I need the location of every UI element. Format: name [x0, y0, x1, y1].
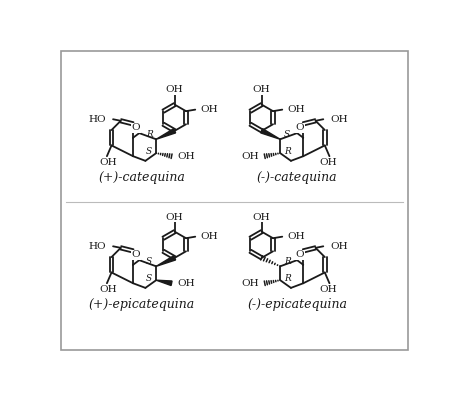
Polygon shape: [156, 280, 172, 285]
Text: O: O: [296, 123, 305, 132]
Text: OH: OH: [288, 105, 305, 114]
Text: OH: OH: [319, 158, 337, 167]
Text: OH: OH: [242, 152, 259, 161]
Text: S: S: [146, 274, 153, 283]
Text: R: R: [284, 274, 290, 283]
Text: OH: OH: [166, 85, 184, 94]
Text: OH: OH: [288, 232, 305, 241]
Text: OH: OH: [166, 212, 184, 222]
Text: O: O: [132, 123, 141, 132]
Text: R: R: [284, 147, 290, 156]
Text: OH: OH: [177, 152, 195, 161]
Text: OH: OH: [319, 285, 337, 294]
Text: OH: OH: [177, 279, 195, 288]
Text: HO: HO: [88, 115, 106, 124]
Polygon shape: [156, 129, 175, 139]
Text: S: S: [146, 147, 153, 156]
Text: O: O: [132, 250, 141, 259]
Text: (+)-epicatequina: (+)-epicatequina: [88, 298, 195, 311]
Polygon shape: [261, 129, 280, 139]
Text: (+)-catequina: (+)-catequina: [98, 171, 185, 184]
Polygon shape: [156, 256, 175, 266]
Text: OH: OH: [100, 285, 117, 294]
Text: OH: OH: [100, 158, 117, 167]
Text: OH: OH: [253, 85, 271, 94]
Text: OH: OH: [242, 279, 259, 288]
Text: R: R: [146, 130, 153, 139]
Text: R: R: [284, 257, 290, 266]
Text: (-)-catequina: (-)-catequina: [257, 171, 338, 184]
Text: OH: OH: [201, 232, 218, 241]
Text: O: O: [296, 250, 305, 259]
Text: (-)-epicatequina: (-)-epicatequina: [247, 298, 347, 311]
Text: OH: OH: [201, 105, 218, 114]
Text: OH: OH: [253, 212, 271, 222]
Text: OH: OH: [330, 115, 348, 124]
Text: OH: OH: [330, 242, 348, 251]
Text: S: S: [284, 130, 290, 139]
Text: HO: HO: [88, 242, 106, 251]
Text: S: S: [146, 257, 153, 266]
